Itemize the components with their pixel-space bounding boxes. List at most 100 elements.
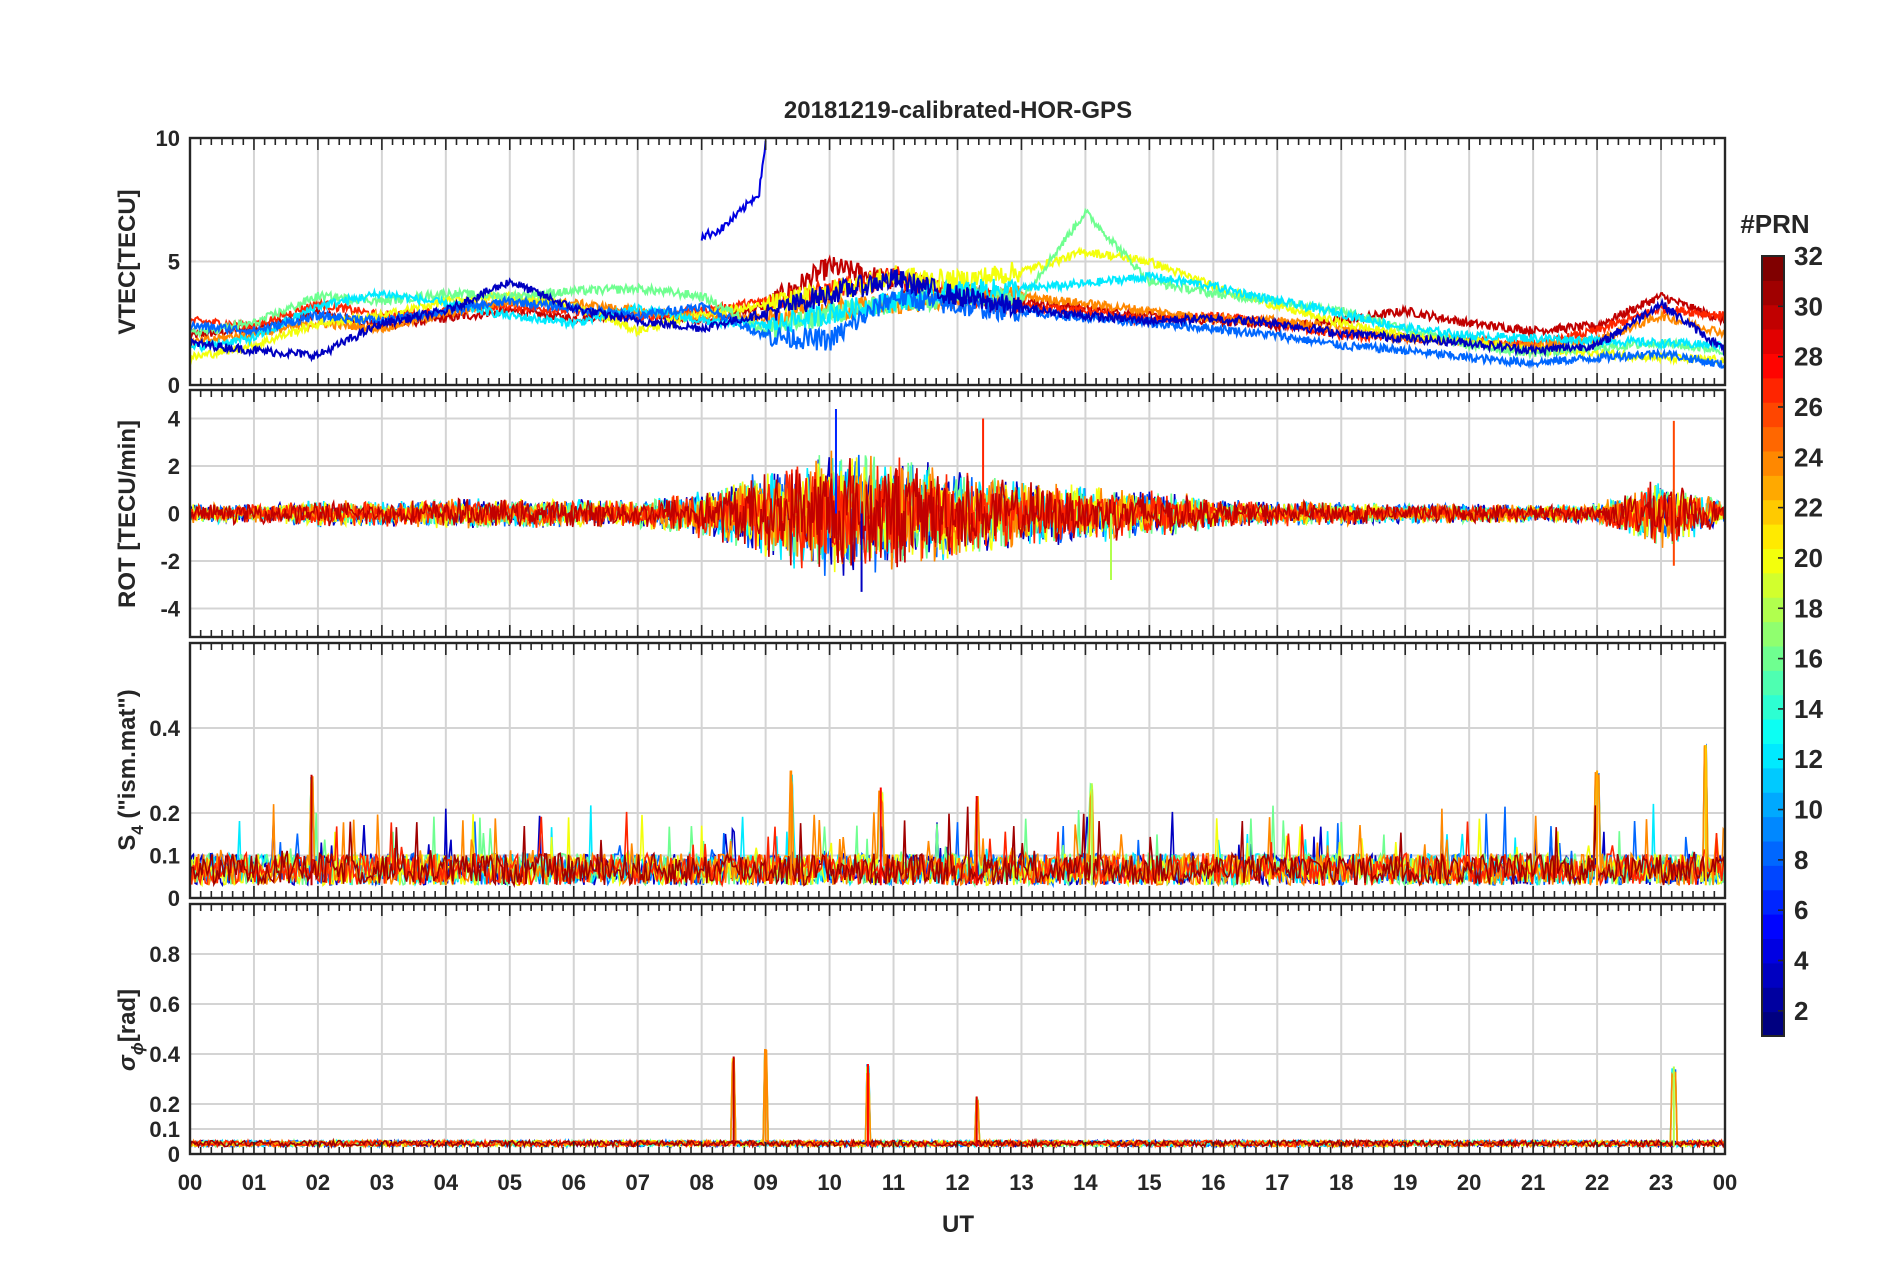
colorbar-segment	[1762, 670, 1784, 696]
x-tick-label: 12	[945, 1170, 969, 1195]
s4-series-line	[190, 811, 1725, 888]
colorbar-segment	[1762, 597, 1784, 623]
x-tick-label: 14	[1073, 1170, 1098, 1195]
y-tick-label: 0.4	[149, 716, 180, 741]
x-tick-label: 20	[1457, 1170, 1481, 1195]
x-tick-label: 05	[498, 1170, 522, 1195]
x-tick-label: 00	[1713, 1170, 1737, 1195]
ylabel-s4-main: S	[114, 835, 141, 851]
colorbar-segment	[1762, 767, 1784, 793]
colorbar-tick-label: 8	[1794, 845, 1808, 875]
colorbar-segment	[1762, 280, 1784, 306]
colorbar-tick-label: 10	[1794, 795, 1823, 825]
y-tick-label: 0.2	[149, 801, 180, 826]
x-tick-label: 13	[1009, 1170, 1033, 1195]
vtec-series-line	[190, 207, 1725, 361]
colorbar-segment	[1762, 548, 1784, 574]
colorbar-tick-label: 24	[1794, 442, 1823, 472]
panel-s4: 0 0.1 0.2 0.4 S4 ("ism.mat")	[114, 641, 1727, 911]
colorbar-segment	[1762, 792, 1784, 818]
s4-series-line	[190, 805, 1725, 889]
colorbar-segment	[1762, 329, 1784, 354]
colorbar-segment	[1762, 889, 1784, 915]
colorbar-label: #PRN	[1740, 209, 1809, 239]
y-tick-label: 0.4	[149, 1042, 180, 1067]
colorbar-segment	[1762, 841, 1784, 866]
panel-sigma-phi: 00.10.2 0.4 0.6 0.8 σϕ[rad]	[114, 902, 1727, 1167]
colorbar-segment	[1762, 475, 1784, 501]
y-tick-label: 0.6	[149, 992, 180, 1017]
x-tick-label: 22	[1585, 1170, 1609, 1195]
axes-frame	[188, 641, 1727, 900]
y-tick-label: 0	[168, 886, 180, 911]
x-tick-label: 17	[1265, 1170, 1289, 1195]
x-tick-label: 10	[817, 1170, 841, 1195]
x-tick-label: 21	[1521, 1170, 1545, 1195]
axes-frame	[188, 902, 1727, 1156]
colorbar-tick-label: 4	[1794, 946, 1809, 976]
x-axis-ticklabels: 00 01 02 03 04 05 06 07 08 09 10 11 12 13 14 15 16 17 18 19…	[178, 1170, 1737, 1195]
colorbar-segment	[1762, 962, 1784, 988]
vtec-series-line	[700, 140, 767, 241]
colorbar-segment	[1762, 451, 1784, 476]
x-tick-label: 08	[689, 1170, 713, 1195]
x-axis-label: UT	[942, 1211, 974, 1238]
colorbar-segment	[1762, 743, 1784, 769]
y-tick-label: 5	[168, 250, 180, 275]
colorbar-segment	[1762, 621, 1784, 647]
colorbar-segment	[1762, 914, 1784, 939]
colorbar-segment	[1762, 402, 1784, 428]
colorbar-segment	[1762, 1011, 1784, 1037]
ylabel-sigma-main: σ	[114, 1054, 141, 1071]
y-tick-label: 0.1	[149, 844, 180, 869]
colorbar-segment	[1762, 646, 1784, 671]
colorbar-segment	[1762, 816, 1784, 842]
colorbar-segment	[1762, 499, 1784, 525]
y-tick-label: 0	[168, 502, 180, 527]
x-tick-label: 06	[562, 1170, 586, 1195]
y-tick-label: 0	[168, 1142, 180, 1167]
x-tick-label: 18	[1329, 1170, 1353, 1195]
colorbar-tick-label: 22	[1794, 493, 1823, 523]
colorbar-tick-label: 14	[1794, 694, 1823, 724]
x-tick-label: 15	[1137, 1170, 1161, 1195]
colorbar-tick-label: 16	[1794, 644, 1823, 674]
ylabel-s4: S4 ("ism.mat")	[114, 689, 147, 851]
vtec-series-line	[190, 268, 1725, 363]
colorbar-tick-label: 32	[1794, 241, 1823, 271]
colorbar-segment	[1762, 694, 1784, 720]
x-tick-label: 02	[306, 1170, 330, 1195]
colorbar-segment	[1762, 572, 1784, 598]
x-tick-label: 19	[1393, 1170, 1417, 1195]
x-tick-label: 23	[1649, 1170, 1673, 1195]
colorbar-tick-label: 18	[1794, 593, 1823, 623]
colorbar-segment	[1762, 865, 1784, 891]
colorbar-tick-label: 26	[1794, 392, 1823, 422]
colorbar-tick-label: 20	[1794, 543, 1823, 573]
colorbar-segment	[1762, 256, 1784, 281]
x-tick-label: 01	[242, 1170, 266, 1195]
colorbar-segment	[1762, 426, 1784, 452]
colorbar-tick-label: 2	[1794, 996, 1808, 1026]
y-tick-label: 10	[156, 126, 180, 151]
colorbar-segment	[1762, 353, 1784, 379]
colorbar-tick-label: 12	[1794, 744, 1823, 774]
x-tick-label: 11	[882, 1170, 905, 1195]
axes-frame	[188, 136, 1727, 387]
x-tick-label: 07	[625, 1170, 649, 1195]
colorbar-tick-label: 28	[1794, 342, 1823, 372]
colorbar-segment	[1762, 304, 1784, 330]
chart-title: 20181219-calibrated-HOR-GPS	[784, 97, 1132, 124]
y-tick-label: 0.8	[149, 942, 180, 967]
x-tick-label: 16	[1201, 1170, 1225, 1195]
panel-vtec: 0 5 10 VTEC[TECU]	[114, 126, 1727, 398]
panel-rot: -4 -2 0 2 4 ROT [TECU/min]	[114, 388, 1727, 639]
colorbar-frame	[1761, 255, 1785, 1037]
x-tick-label: 04	[434, 1170, 459, 1195]
rot-series-line	[190, 458, 1725, 568]
vtec-series-line	[190, 271, 1725, 354]
ylabel-rot: ROT [TECU/min]	[114, 420, 141, 608]
colorbar-segment	[1762, 377, 1784, 403]
